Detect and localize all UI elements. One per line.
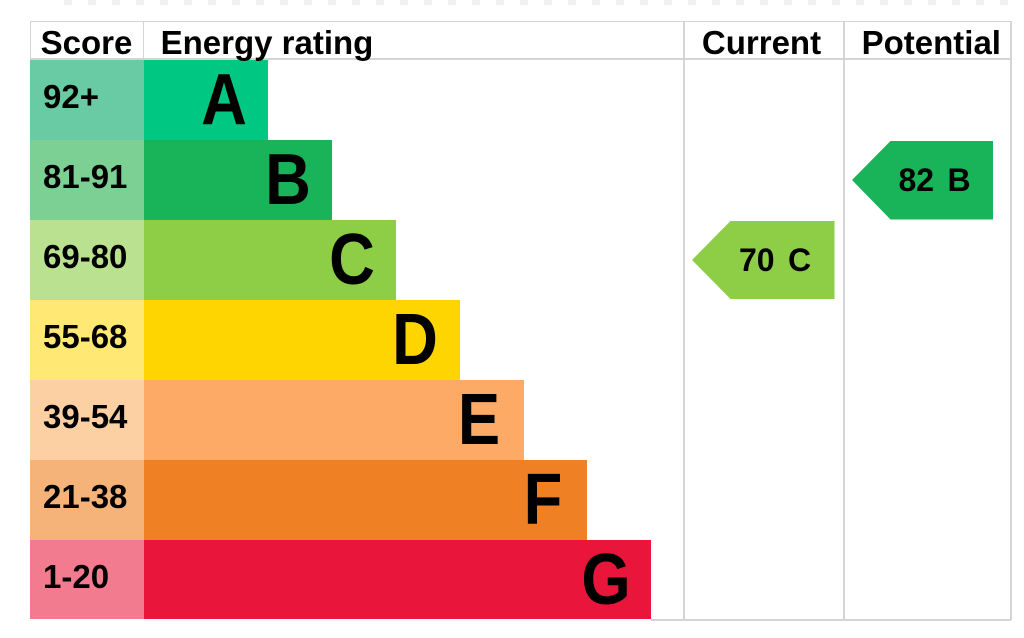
svg-text:70 C: 70 C (739, 242, 811, 278)
svg-text:82 B: 82 B (898, 162, 970, 198)
